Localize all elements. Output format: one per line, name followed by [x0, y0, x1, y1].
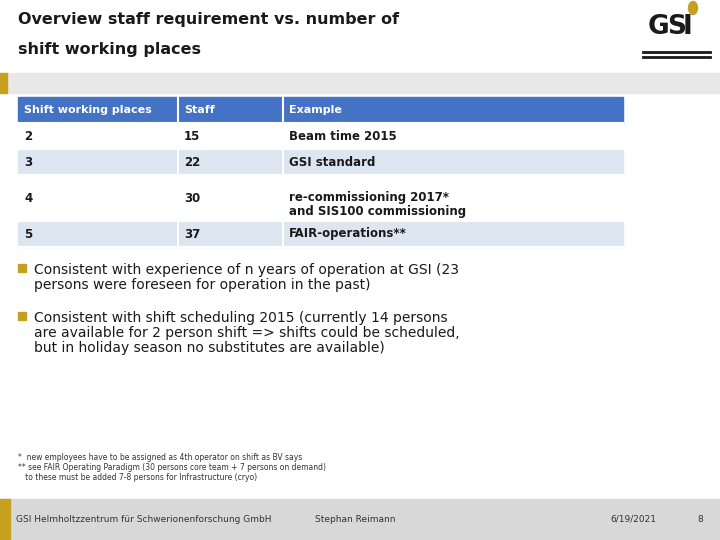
Bar	[0, 73, 720, 93]
Text: Shift working places: Shift working places	[24, 105, 152, 115]
Ellipse shape	[688, 2, 698, 15]
Bar	[18, 312, 26, 320]
Text: Example: Example	[289, 105, 342, 115]
Text: shift working places: shift working places	[18, 42, 201, 57]
Bar	[18, 175, 623, 221]
Bar	[18, 149, 623, 175]
Text: 30: 30	[184, 192, 200, 205]
Text: 4: 4	[24, 192, 32, 205]
Text: Consistent with shift scheduling 2015 (currently 14 persons: Consistent with shift scheduling 2015 (c…	[34, 311, 448, 325]
Text: 2: 2	[24, 130, 32, 143]
Text: Beam time 2015: Beam time 2015	[289, 130, 397, 143]
Bar	[18, 97, 623, 123]
Text: GSI Helmholtzzentrum für Schwerionenforschung GmbH: GSI Helmholtzzentrum für Schwerionenfors…	[16, 515, 271, 523]
Text: 5: 5	[24, 227, 32, 240]
Text: Overview staff requirement vs. number of: Overview staff requirement vs. number of	[18, 12, 399, 27]
Text: 22: 22	[184, 156, 200, 168]
Text: S: S	[667, 14, 686, 40]
Text: G: G	[648, 14, 670, 40]
Text: Staff: Staff	[184, 105, 215, 115]
Bar	[18, 123, 623, 149]
Bar	[0, 73, 7, 93]
Text: and SIS100 commissioning: and SIS100 commissioning	[289, 205, 466, 218]
Text: 6/19/2021: 6/19/2021	[610, 515, 656, 523]
Text: 3: 3	[24, 156, 32, 168]
Bar	[18, 264, 26, 272]
Text: I: I	[683, 14, 693, 40]
Text: re-commissioning 2017*: re-commissioning 2017*	[289, 192, 449, 205]
Text: 15: 15	[184, 130, 200, 143]
Text: to these must be added 7-8 persons for Infrastructure (cryo): to these must be added 7-8 persons for I…	[18, 473, 257, 482]
Text: persons were foreseen for operation in the past): persons were foreseen for operation in t…	[34, 278, 371, 292]
Text: Consistent with experience of n years of operation at GSI (23: Consistent with experience of n years of…	[34, 263, 459, 277]
Text: but in holiday season no substitutes are available): but in holiday season no substitutes are…	[34, 341, 384, 355]
Text: 37: 37	[184, 227, 200, 240]
Text: FAIR-operations**: FAIR-operations**	[289, 227, 407, 240]
Bar	[0, 499, 720, 540]
Bar	[18, 221, 623, 247]
Text: ** see FAIR Operating Paradigm (30 persons core team + 7 persons on demand): ** see FAIR Operating Paradigm (30 perso…	[18, 463, 326, 472]
Text: GSI standard: GSI standard	[289, 156, 375, 168]
Text: are available for 2 person shift => shifts could be scheduled,: are available for 2 person shift => shif…	[34, 326, 459, 340]
Text: Stephan Reimann: Stephan Reimann	[315, 515, 395, 523]
Bar	[0, 499, 10, 540]
Text: *  new employees have to be assigned as 4th operator on shift as BV says: * new employees have to be assigned as 4…	[18, 453, 302, 462]
Text: 8: 8	[697, 515, 703, 523]
